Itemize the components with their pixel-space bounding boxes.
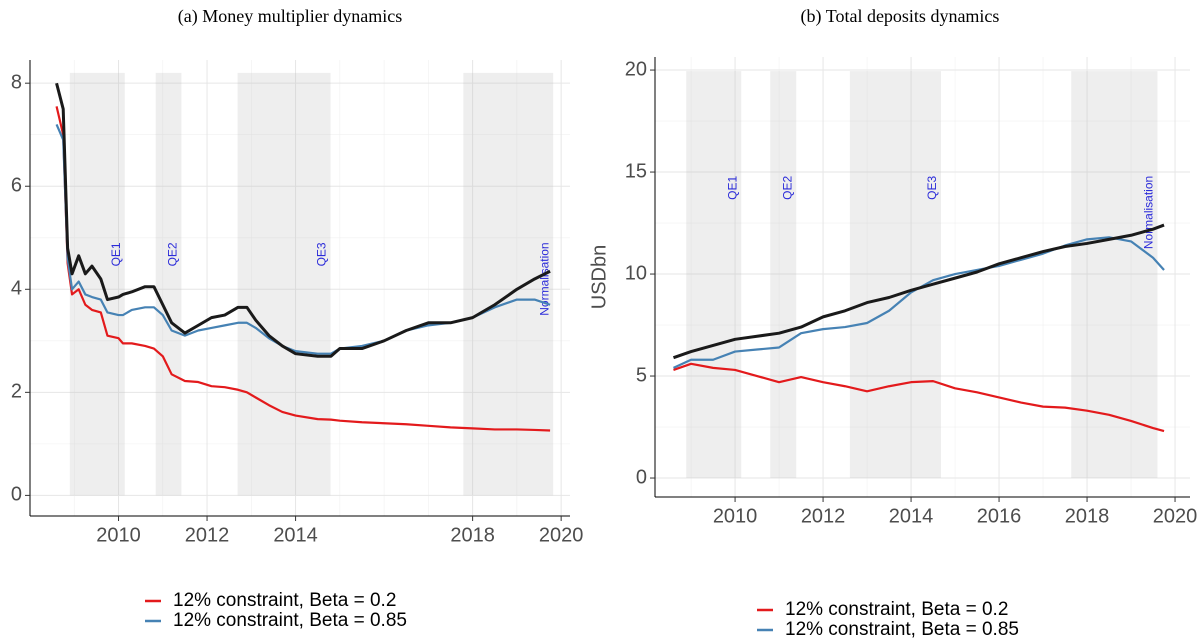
y-tick-label: 0 (11, 484, 22, 506)
shaded-period (155, 72, 182, 496)
y-axis-label: USDbn (588, 245, 610, 309)
series-line (55, 82, 551, 358)
shade-label: QE1 (725, 175, 739, 199)
shade-label: Normalisation (1142, 176, 1156, 249)
legend-label: 12% constraint, Beta = 0.85 (173, 610, 407, 631)
x-tick-label: 2016 (977, 505, 1022, 527)
shade-label: QE2 (166, 242, 180, 266)
shaded-period (237, 72, 331, 496)
legend-label: 12% constraint, Beta = 0.2 (785, 599, 1008, 620)
y-tick-label: 8 (11, 71, 22, 93)
panel: (b) Total deposits dynamics USDbn QE1 QE2 QE… (588, 6, 1197, 640)
x-tick-label: 2010 (713, 505, 758, 527)
shade-label: QE1 (109, 242, 123, 266)
x-tick-label: 2020 (1153, 505, 1198, 527)
x-tick-label: 2014 (889, 505, 934, 527)
y-tick-label: 2 (11, 381, 22, 403)
shade-label: QE3 (925, 175, 939, 199)
y-tick-label: 4 (11, 278, 22, 300)
legend-label: 12% constraint, Beta = 0.2 (173, 590, 396, 611)
legend-label: 12% constraint, Beta = 0.85 (785, 619, 1019, 640)
x-tick-label: 2018 (450, 524, 495, 546)
x-tick-label: 2014 (273, 524, 318, 546)
chart-title: (b) Total deposits dynamics (801, 6, 1000, 27)
x-tick-label: 2012 (801, 505, 846, 527)
series-line (672, 223, 1165, 360)
panel: (a) Money multiplier dynamics QE1 QE2 QE3 No… (11, 6, 584, 631)
shaded-period (69, 72, 125, 496)
series-line (55, 123, 551, 355)
y-tick-label: 15 (625, 160, 647, 182)
shaded-period (686, 71, 742, 479)
y-tick-label: 0 (636, 466, 647, 488)
y-tick-label: 5 (636, 364, 647, 386)
shaded-period (770, 71, 797, 479)
y-tick-label: 20 (625, 58, 647, 80)
y-tick-label: 6 (11, 175, 22, 197)
x-tick-label: 2010 (96, 524, 141, 546)
shade-label: Normalisation (537, 242, 551, 315)
y-tick-label: 10 (625, 262, 647, 284)
series-line (55, 106, 551, 432)
x-tick-label: 2020 (539, 524, 584, 546)
shade-label: QE2 (780, 175, 794, 199)
x-tick-label: 2018 (1065, 505, 1110, 527)
shaded-period (463, 72, 554, 496)
chart-title: (a) Money multiplier dynamics (178, 6, 402, 27)
series-line (673, 362, 1165, 433)
shaded-period (849, 71, 941, 479)
shade-label: QE3 (315, 242, 329, 266)
x-tick-label: 2012 (185, 524, 230, 546)
